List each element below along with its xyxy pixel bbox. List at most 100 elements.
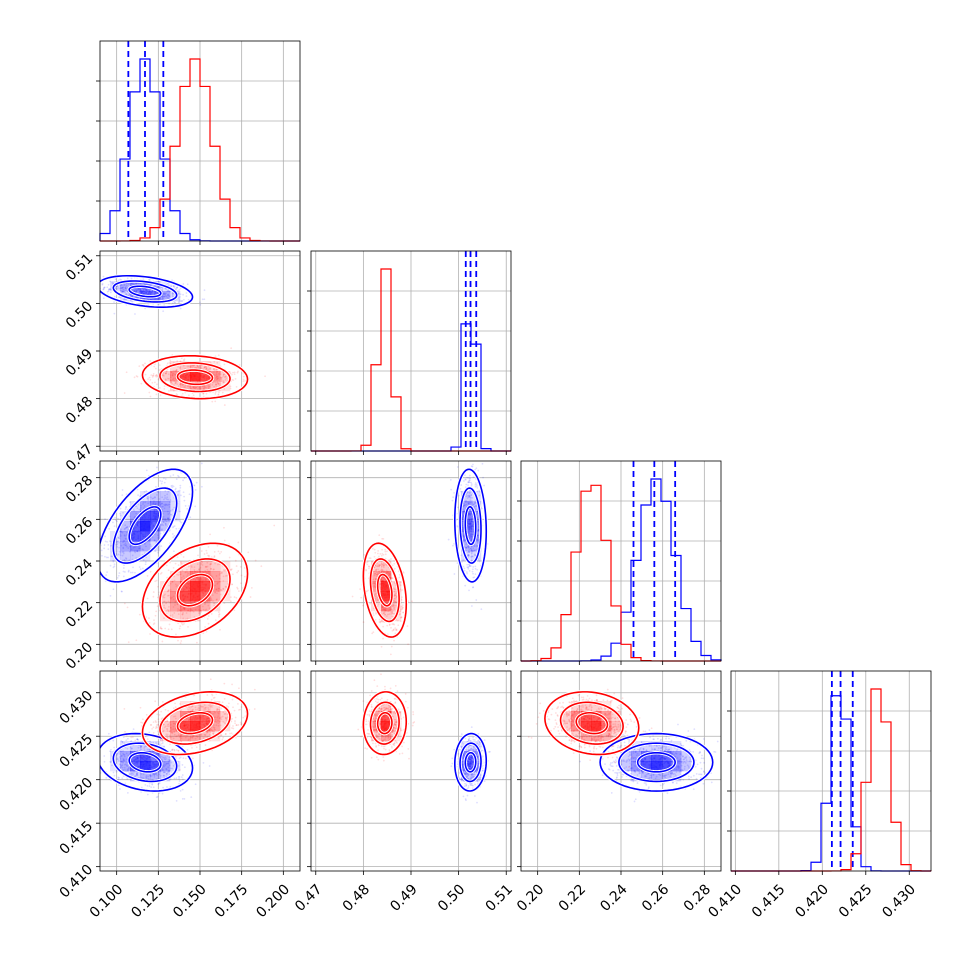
scatter-point [122, 567, 125, 569]
scatter-point [177, 564, 180, 567]
scatter-point [371, 547, 374, 550]
scatter-point [469, 535, 472, 538]
scatter-point [123, 766, 126, 769]
scatter-point [467, 553, 470, 556]
scatter-point [212, 602, 215, 605]
scatter-point [138, 519, 140, 522]
scatter-point [215, 371, 218, 374]
scatter-point [391, 576, 394, 579]
scatter-point [160, 524, 163, 527]
scatter-point [157, 491, 160, 494]
scatter-point [167, 503, 170, 506]
scatter-point [402, 606, 405, 609]
scatter-point [468, 569, 471, 572]
scatter-point [149, 570, 152, 573]
scatter-point [161, 505, 163, 508]
scatter-point [172, 369, 175, 372]
scatter-point [116, 757, 118, 760]
scatter-point [168, 756, 171, 759]
scatter-point [138, 287, 140, 290]
scatter-point [475, 599, 478, 601]
scatter-point [474, 507, 477, 510]
density-cell [461, 491, 472, 502]
scatter-point [178, 489, 181, 492]
scatter-point [121, 290, 124, 293]
scatter-point [168, 623, 171, 626]
scatter-point [136, 773, 138, 775]
scatter-point [473, 549, 475, 552]
scatter-point [468, 474, 471, 477]
scatter-point [135, 505, 138, 508]
scatter-point [214, 391, 217, 394]
scatter-point [107, 548, 110, 551]
scatter-point [232, 379, 235, 382]
scatter-point [202, 761, 205, 764]
scatter-point [193, 386, 196, 388]
scatter-point [462, 535, 465, 538]
scatter-point [378, 564, 381, 567]
scatter-point [121, 764, 124, 766]
scatter-point [411, 600, 413, 603]
scatter-point [194, 608, 197, 611]
scatter-point [172, 285, 175, 288]
scatter-point [125, 558, 128, 560]
scatter-point [178, 510, 181, 513]
scatter-point [476, 568, 479, 571]
scatter-point [177, 474, 179, 477]
scatter-point [468, 494, 471, 497]
density-cell [391, 591, 402, 602]
scatter-point [273, 524, 276, 527]
scatter-point [166, 590, 169, 593]
density-cell [120, 521, 131, 532]
scatter-point [122, 736, 125, 739]
scatter-point [369, 557, 372, 560]
scatter-point [119, 554, 122, 557]
density-cell [130, 761, 141, 772]
scatter-point [131, 571, 134, 574]
scatter-point [162, 505, 164, 508]
scatter-point [125, 285, 127, 288]
scatter-point [145, 288, 148, 291]
scatter-point [207, 604, 210, 607]
scatter-point [181, 797, 184, 800]
scatter-point [177, 574, 180, 576]
density-cell [140, 751, 151, 762]
scatter-point [135, 290, 138, 292]
scatter-point [365, 568, 367, 571]
scatter-point [376, 573, 379, 576]
scatter-point [193, 484, 196, 487]
scatter-point [200, 366, 202, 369]
scatter-point [121, 554, 124, 557]
scatter-point [247, 551, 250, 554]
scatter-point [233, 373, 236, 376]
density-cell [150, 521, 161, 532]
scatter-point [242, 375, 245, 378]
hist-panel-1 [310, 250, 512, 452]
scatter-point [242, 378, 245, 381]
scatter-point [135, 282, 138, 285]
density-cell [200, 371, 211, 382]
scatter-point [203, 704, 206, 706]
scatter-point [182, 612, 184, 614]
scatter-point [378, 565, 380, 568]
scatter-point [154, 374, 157, 377]
scatter-point [194, 708, 197, 711]
scatter-point [146, 496, 149, 499]
scatter-point [171, 382, 174, 385]
scatter-point [379, 583, 381, 586]
scatter-point [129, 501, 131, 504]
scatter-point [171, 614, 174, 616]
density-cell [140, 511, 151, 522]
scatter-point [219, 593, 222, 596]
scatter-point [223, 602, 226, 605]
scatter-point [394, 627, 397, 630]
scatter-point [168, 769, 171, 772]
scatter-point [124, 291, 127, 294]
scatter-point [161, 480, 164, 483]
scatter-point [130, 548, 133, 551]
scatter-point [138, 365, 141, 368]
scatter-point [172, 566, 175, 569]
scatter-point [223, 373, 225, 376]
scatter-point [156, 493, 158, 496]
scatter-point [225, 377, 228, 380]
